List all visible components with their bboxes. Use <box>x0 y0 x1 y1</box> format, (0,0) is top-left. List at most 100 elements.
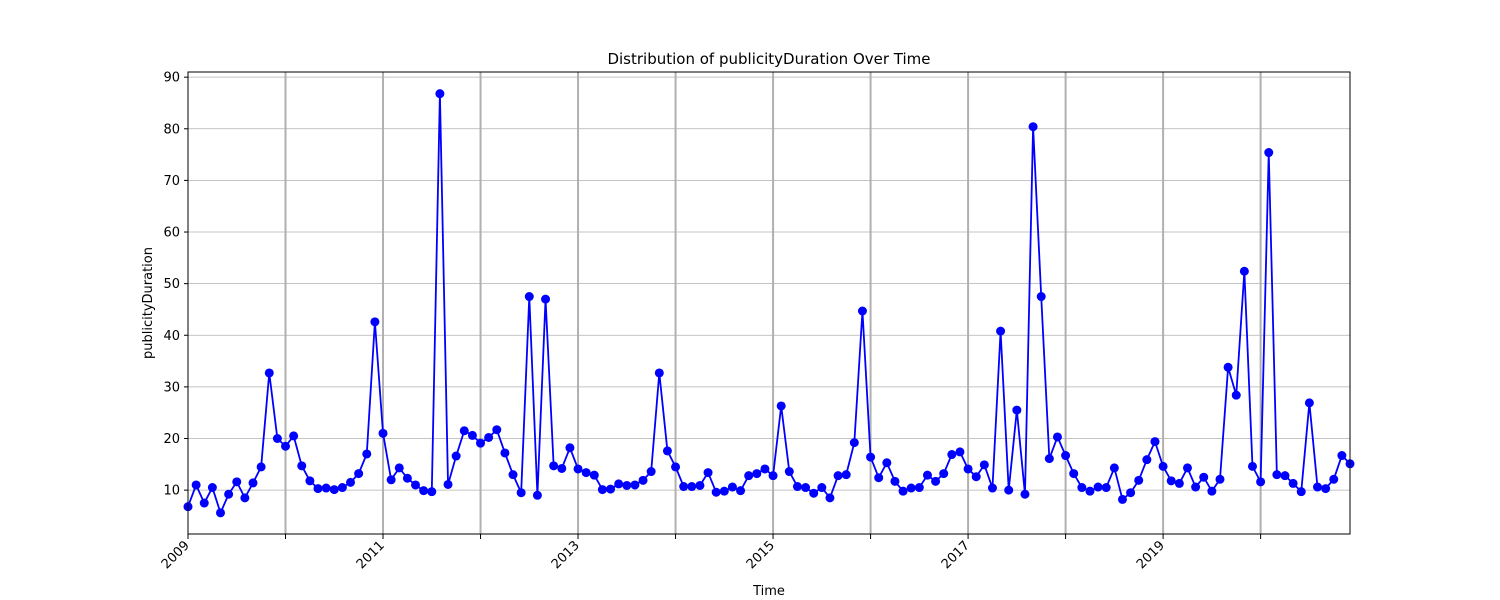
data-point <box>1191 482 1201 492</box>
data-point <box>435 89 445 99</box>
data-point <box>443 479 453 489</box>
data-point <box>281 441 291 451</box>
data-point <box>524 292 534 302</box>
data-point <box>1077 483 1087 493</box>
data-point <box>1207 486 1217 496</box>
data-point <box>1117 494 1127 504</box>
grid <box>188 72 1350 534</box>
data-point <box>1329 474 1339 484</box>
data-point <box>662 446 672 456</box>
data-point <box>232 477 242 487</box>
data-point <box>801 483 811 493</box>
data-point <box>1126 488 1136 498</box>
y-tick-label: 40 <box>163 329 180 344</box>
data-point <box>1093 482 1103 492</box>
data-point <box>1215 474 1225 484</box>
data-point <box>313 484 323 494</box>
data-point <box>963 464 973 474</box>
data-point <box>874 473 884 483</box>
data-point <box>882 458 892 468</box>
data-point <box>516 488 526 498</box>
data-point <box>898 486 908 496</box>
data-point <box>451 451 461 461</box>
data-point <box>378 428 388 438</box>
data-point <box>987 483 997 493</box>
data-point <box>289 431 299 441</box>
data-point <box>492 425 502 435</box>
data-point <box>1036 292 1046 302</box>
data-point <box>906 483 916 493</box>
data-point <box>654 368 664 378</box>
data-point <box>1012 405 1022 415</box>
data-point <box>1199 472 1209 482</box>
data-point <box>1280 471 1290 481</box>
data-point <box>248 478 258 488</box>
data-point <box>931 476 941 486</box>
data-point <box>1158 461 1168 471</box>
data-point <box>671 462 681 472</box>
data-point <box>833 471 843 481</box>
data-point <box>939 469 949 479</box>
data-point <box>549 461 559 471</box>
data-point <box>1069 469 1079 479</box>
data-point <box>768 471 778 481</box>
data-series <box>183 89 1355 518</box>
data-point <box>597 485 607 495</box>
data-point <box>727 482 737 492</box>
data-point <box>354 469 364 479</box>
data-point <box>679 482 689 492</box>
data-point <box>752 469 762 479</box>
data-point <box>459 426 469 436</box>
data-point <box>817 483 827 493</box>
data-point <box>1247 461 1257 471</box>
data-point <box>955 447 965 457</box>
data-point <box>1101 483 1111 493</box>
data-point <box>1231 390 1241 400</box>
data-point <box>646 467 656 477</box>
data-point <box>996 326 1006 336</box>
y-tick-label: 80 <box>163 122 180 137</box>
data-point <box>427 487 437 497</box>
data-point <box>947 450 957 460</box>
data-point <box>711 487 721 497</box>
y-tick-label: 10 <box>163 484 180 499</box>
data-point <box>207 483 217 493</box>
data-point <box>370 317 380 327</box>
data-point <box>1223 362 1233 372</box>
data-point <box>484 432 494 442</box>
data-point <box>922 470 932 480</box>
data-point <box>1296 487 1306 497</box>
data-point <box>1256 477 1266 487</box>
data-point <box>1134 475 1144 485</box>
data-point <box>1004 485 1014 495</box>
plot-frame <box>187 71 1351 535</box>
data-point <box>467 430 477 440</box>
data-point <box>557 463 567 473</box>
data-point <box>216 508 225 518</box>
data-point <box>1020 489 1030 499</box>
data-point <box>1321 484 1331 494</box>
y-tick-label: 30 <box>163 380 180 395</box>
data-point <box>719 486 729 496</box>
data-point <box>1288 478 1298 488</box>
data-point <box>1304 398 1314 408</box>
y-tick-label: 70 <box>163 174 180 189</box>
data-point <box>346 477 356 487</box>
data-point <box>337 483 347 493</box>
data-point <box>1264 148 1274 158</box>
data-point <box>809 488 819 498</box>
data-point <box>914 483 924 493</box>
data-point <box>1085 486 1095 496</box>
data-point <box>411 480 421 490</box>
data-point <box>541 294 551 304</box>
data-point <box>1109 463 1119 473</box>
data-point <box>1061 451 1071 461</box>
y-tick-label: 20 <box>163 432 180 447</box>
data-point <box>825 493 835 503</box>
data-point <box>476 438 486 448</box>
data-point <box>1239 266 1249 276</box>
data-point <box>402 473 412 483</box>
data-point <box>191 480 201 490</box>
data-point <box>321 483 331 493</box>
